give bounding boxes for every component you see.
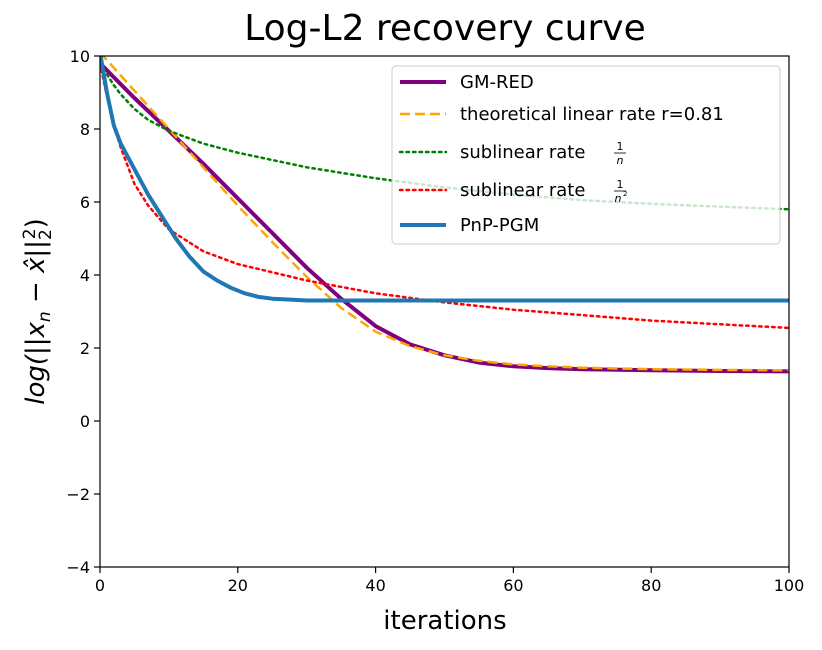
- series-line-0: [100, 61, 789, 374]
- series-line-4: [100, 56, 789, 303]
- x-tick-label: 0: [95, 576, 105, 595]
- y-tick-label: 10: [70, 47, 90, 66]
- x-tick-label: 80: [641, 576, 661, 595]
- y-tick-label: 6: [80, 193, 90, 212]
- axes: 0 20 40 60 80 100 −4 −2 0 2 4 6 8 10: [66, 47, 804, 595]
- y-tick-label: 0: [80, 412, 90, 431]
- y-tick-label: 8: [80, 120, 90, 139]
- y-axis-label-text: log(||xn − x̂||22): [20, 218, 56, 405]
- legend-label-0: GM-RED: [460, 72, 534, 93]
- y-tick-label: 4: [80, 266, 90, 285]
- legend-frac-num: 1: [617, 140, 624, 153]
- chart-title: Log-L2 recovery curve: [244, 8, 646, 49]
- legend: GM-RED theoretical linear rate r=0.81 subl…: [391, 65, 781, 245]
- legend-frac-den: n: [617, 154, 624, 167]
- y-tick-label: 2: [80, 339, 90, 358]
- legend-label-3: sublinear rate: [460, 180, 585, 201]
- y-tick-label: −2: [66, 485, 90, 504]
- legend-frac-den: n: [615, 192, 622, 205]
- y-tick-label: −4: [66, 558, 90, 577]
- series-line-1: [101, 56, 789, 372]
- legend-label-1: theoretical linear rate r=0.81: [460, 104, 724, 125]
- legend-label-4: PnP-PGM: [460, 215, 539, 236]
- legend-frac-num: 1: [617, 178, 624, 191]
- x-tick-label: 40: [365, 576, 385, 595]
- x-tick-label: 100: [774, 576, 805, 595]
- x-tick-label: 20: [228, 576, 248, 595]
- legend-box: [391, 65, 781, 245]
- legend-label-2: sublinear rate: [460, 142, 585, 163]
- legend-frac-sup: 2: [623, 190, 627, 198]
- x-axis-label: iterations: [383, 606, 506, 636]
- x-tick-label: 60: [503, 576, 523, 595]
- y-axis-label: log(||xn − x̂||22): [20, 218, 56, 405]
- plot-frame: [99, 55, 790, 568]
